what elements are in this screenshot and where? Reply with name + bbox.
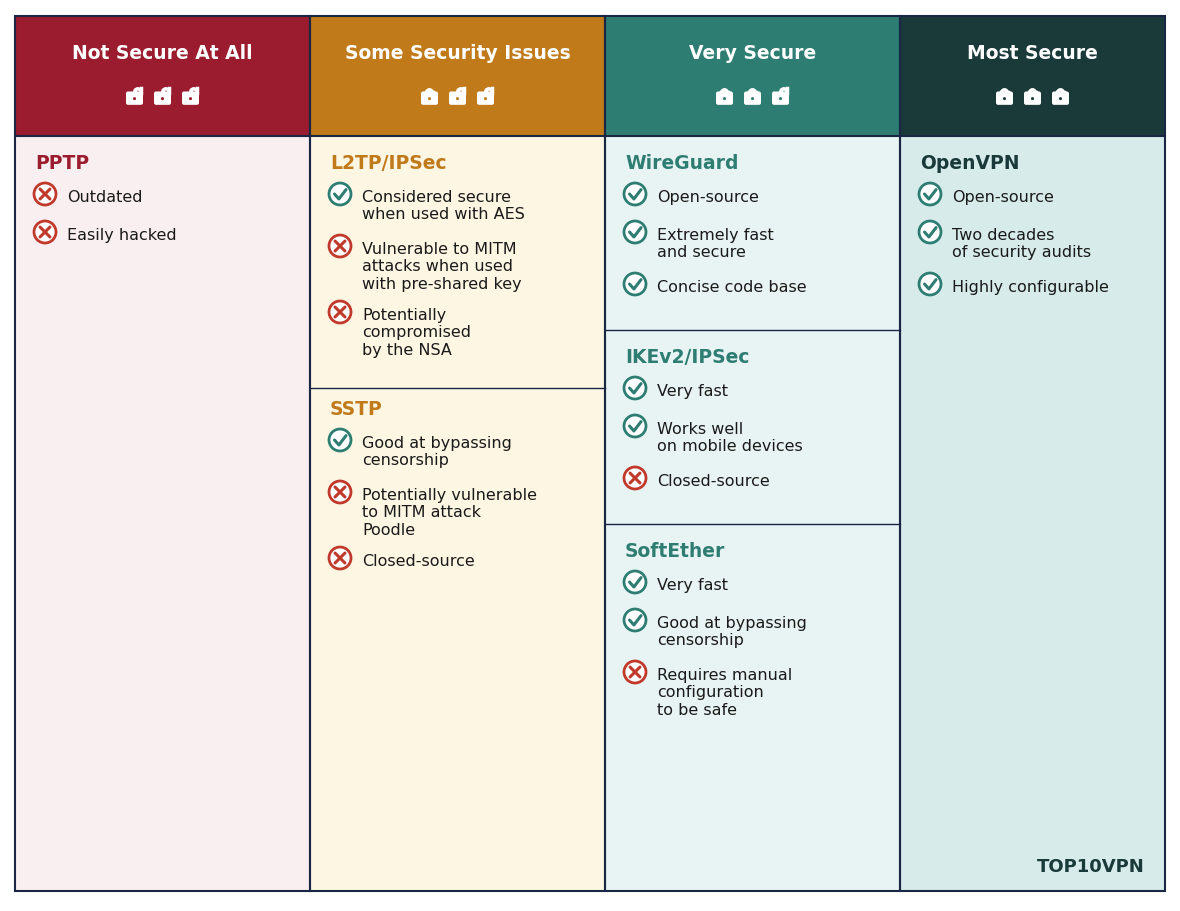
Circle shape: [624, 415, 645, 437]
Circle shape: [1003, 97, 1007, 100]
Circle shape: [34, 183, 55, 205]
Text: TOP10VPN: TOP10VPN: [1037, 858, 1145, 876]
Circle shape: [329, 481, 350, 503]
Circle shape: [329, 429, 350, 451]
Circle shape: [723, 97, 726, 100]
Circle shape: [919, 183, 940, 205]
Text: Potentially vulnerable
to MITM attack
Poodle: Potentially vulnerable to MITM attack Po…: [362, 488, 537, 537]
Text: Potentially
compromised
by the NSA: Potentially compromised by the NSA: [362, 308, 471, 358]
Circle shape: [1031, 97, 1034, 100]
Text: L2TP/IPSec: L2TP/IPSec: [330, 154, 446, 173]
Text: Vulnerable to MITM
attacks when used
with pre-shared key: Vulnerable to MITM attacks when used wit…: [362, 242, 522, 292]
Circle shape: [329, 301, 350, 323]
Text: Some Security Issues: Some Security Issues: [345, 44, 570, 63]
Text: WireGuard: WireGuard: [625, 154, 739, 173]
Circle shape: [779, 97, 782, 100]
Text: Considered secure
when used with AES: Considered secure when used with AES: [362, 190, 525, 222]
Text: Very fast: Very fast: [657, 384, 728, 399]
Text: Closed-source: Closed-source: [362, 554, 474, 569]
FancyBboxPatch shape: [996, 91, 1012, 105]
Text: Good at bypassing
censorship: Good at bypassing censorship: [362, 436, 512, 468]
Circle shape: [160, 97, 164, 100]
Text: Open-source: Open-source: [657, 190, 759, 205]
FancyBboxPatch shape: [605, 16, 900, 136]
Circle shape: [329, 235, 350, 257]
Text: Most Secure: Most Secure: [968, 44, 1097, 63]
Text: Outdated: Outdated: [67, 190, 143, 205]
Text: SoftEther: SoftEther: [625, 542, 726, 561]
Circle shape: [455, 97, 459, 100]
FancyBboxPatch shape: [1024, 91, 1041, 105]
Text: OpenVPN: OpenVPN: [920, 154, 1020, 173]
Circle shape: [624, 467, 645, 489]
FancyBboxPatch shape: [477, 91, 494, 105]
Circle shape: [624, 273, 645, 295]
Circle shape: [624, 183, 645, 205]
Text: Very Secure: Very Secure: [689, 44, 817, 63]
Text: Concise code base: Concise code base: [657, 280, 807, 295]
Circle shape: [750, 97, 754, 100]
Circle shape: [329, 183, 350, 205]
Circle shape: [624, 221, 645, 243]
Text: Highly configurable: Highly configurable: [952, 280, 1109, 295]
Text: Easily hacked: Easily hacked: [67, 228, 177, 243]
Circle shape: [919, 221, 940, 243]
FancyBboxPatch shape: [182, 91, 199, 105]
Circle shape: [484, 97, 487, 100]
FancyBboxPatch shape: [745, 91, 761, 105]
Text: PPTP: PPTP: [35, 154, 90, 173]
Text: IKEv2/IPSec: IKEv2/IPSec: [625, 348, 749, 367]
FancyBboxPatch shape: [126, 91, 143, 105]
Text: Extremely fast
and secure: Extremely fast and secure: [657, 228, 774, 261]
Circle shape: [1058, 97, 1062, 100]
FancyBboxPatch shape: [900, 16, 1165, 136]
Circle shape: [624, 661, 645, 683]
Circle shape: [329, 547, 350, 569]
FancyBboxPatch shape: [15, 136, 310, 891]
Circle shape: [624, 571, 645, 593]
Circle shape: [189, 97, 192, 100]
FancyBboxPatch shape: [772, 91, 789, 105]
Circle shape: [624, 377, 645, 399]
Circle shape: [133, 97, 136, 100]
FancyBboxPatch shape: [155, 91, 171, 105]
FancyBboxPatch shape: [450, 91, 466, 105]
Text: Closed-source: Closed-source: [657, 474, 769, 489]
Text: Requires manual
configuration
to be safe: Requires manual configuration to be safe: [657, 668, 792, 718]
Text: Not Secure At All: Not Secure At All: [72, 44, 253, 63]
FancyBboxPatch shape: [1053, 91, 1069, 105]
FancyBboxPatch shape: [900, 136, 1165, 891]
FancyBboxPatch shape: [716, 91, 733, 105]
FancyBboxPatch shape: [605, 136, 900, 891]
Text: Very fast: Very fast: [657, 578, 728, 593]
Circle shape: [34, 221, 55, 243]
Circle shape: [919, 273, 940, 295]
Circle shape: [624, 609, 645, 631]
FancyBboxPatch shape: [310, 16, 605, 136]
FancyBboxPatch shape: [15, 16, 310, 136]
Text: SSTP: SSTP: [330, 400, 382, 419]
Text: Works well
on mobile devices: Works well on mobile devices: [657, 422, 802, 455]
Text: Good at bypassing
censorship: Good at bypassing censorship: [657, 616, 807, 649]
Text: Open-source: Open-source: [952, 190, 1054, 205]
Circle shape: [428, 97, 431, 100]
FancyBboxPatch shape: [310, 136, 605, 891]
Text: Two decades
of security audits: Two decades of security audits: [952, 228, 1092, 261]
FancyBboxPatch shape: [421, 91, 438, 105]
